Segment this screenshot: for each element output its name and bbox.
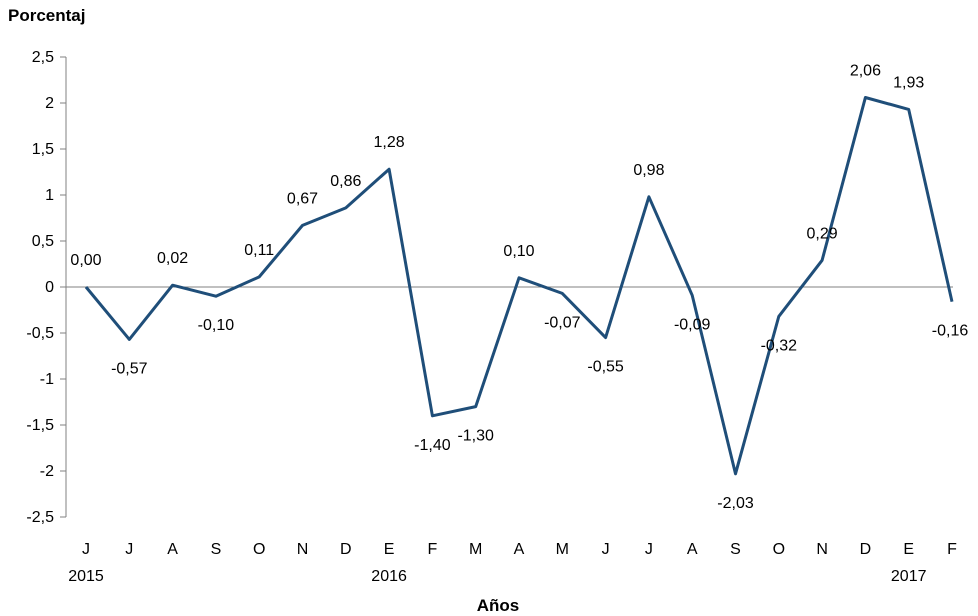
data-label: -0,57 <box>111 360 148 377</box>
x-tick-label: J <box>125 541 133 558</box>
x-tick-label: J <box>645 541 653 558</box>
y-tick-label: 1,5 <box>32 141 54 158</box>
y-tick-label: 2,5 <box>32 49 54 66</box>
data-label: -0,10 <box>198 317 235 334</box>
data-label: -1,30 <box>457 428 494 445</box>
x-tick-label: F <box>428 541 438 558</box>
data-label: 0,98 <box>633 162 664 179</box>
y-tick-label: 0,5 <box>32 233 54 250</box>
y-tick-label: -2,5 <box>26 509 54 526</box>
x-tick-label: D <box>340 541 352 558</box>
x-tick-label: E <box>384 541 395 558</box>
x-tick-label: O <box>773 541 785 558</box>
x-tick-label: A <box>514 541 525 558</box>
data-label: 0,29 <box>807 225 838 242</box>
x-tick-label: J <box>602 541 610 558</box>
x-tick-label: O <box>253 541 265 558</box>
x-tick-label: A <box>687 541 698 558</box>
data-label: 0,11 <box>244 242 274 259</box>
x-tick-label: M <box>556 541 569 558</box>
data-label: -0,07 <box>544 314 581 331</box>
x-tick-label: S <box>211 541 222 558</box>
data-label: -0,55 <box>587 359 624 376</box>
year-label: 2015 <box>68 568 104 585</box>
series-line <box>84 96 954 476</box>
data-label: -1,40 <box>414 437 451 454</box>
y-tick-label: 2 <box>45 95 54 112</box>
data-label: 1,93 <box>893 74 924 91</box>
y-axis-title: Porcentaj <box>8 6 85 25</box>
x-tick-label: N <box>297 541 309 558</box>
y-tick-label: -1,5 <box>26 417 54 434</box>
y-tick-label: 0 <box>45 279 54 296</box>
x-tick-label: A <box>167 541 178 558</box>
data-label: 1,28 <box>374 134 405 151</box>
data-label: 2,06 <box>850 62 881 79</box>
x-tick-label: D <box>860 541 872 558</box>
data-label: -2,03 <box>717 495 754 512</box>
data-label: -0,09 <box>674 316 711 333</box>
data-label: 0,02 <box>157 250 188 267</box>
y-tick-label: -0,5 <box>26 325 54 342</box>
data-label: 0,10 <box>503 243 534 260</box>
y-tick-label: -2 <box>40 463 54 480</box>
data-label: 0,00 <box>70 252 101 269</box>
x-tick-label: S <box>730 541 741 558</box>
year-label: 2017 <box>891 568 927 585</box>
x-tick-label: N <box>816 541 828 558</box>
x-axis-title: Años <box>477 596 520 615</box>
x-tick-label: F <box>947 541 957 558</box>
y-tick-label: -1 <box>40 371 54 388</box>
year-label: 2016 <box>371 568 407 585</box>
data-label: -0,32 <box>761 337 798 354</box>
data-label: 0,86 <box>330 173 361 190</box>
data-label: -0,16 <box>932 323 969 340</box>
x-tick-label: J <box>82 541 90 558</box>
x-tick-label: E <box>903 541 914 558</box>
data-label: 0,67 <box>287 190 318 207</box>
y-tick-label: 1 <box>45 187 54 204</box>
x-tick-label: M <box>469 541 482 558</box>
